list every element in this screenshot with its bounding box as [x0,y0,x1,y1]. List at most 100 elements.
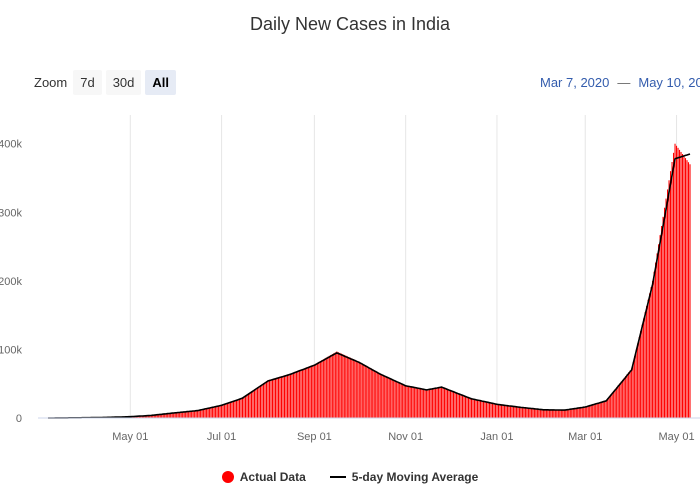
bar-376 [610,394,612,418]
y-tick-label-2: 200k [0,276,22,288]
bar-101 [198,410,200,418]
range-to-input[interactable]: May 10, 2021 [638,75,700,90]
bar-98 [194,410,196,418]
bar-170 [301,369,303,418]
bar-187 [327,356,329,418]
date-range: Mar 7, 2020 — May 10, 2021 [540,75,700,90]
bar-90 [182,411,184,418]
bar-351 [572,408,574,418]
bar-68 [149,415,151,418]
bar-357 [581,407,583,418]
zoom-control: Zoom 7d 30d All [34,70,180,95]
bar-86 [176,412,178,418]
bar-123 [231,401,233,418]
bar-182 [319,361,321,418]
bar-256 [430,389,432,418]
bar-259 [435,388,437,418]
bar-171 [303,368,305,418]
bar-74 [158,414,160,418]
bar-95 [189,411,191,418]
bar-243 [411,387,413,418]
bar-353 [575,408,577,418]
bar-399 [644,312,646,418]
bar-248 [418,388,420,418]
bar-210 [361,363,363,418]
bar-406 [655,262,657,418]
bar-232 [394,380,396,418]
bar-249 [420,389,422,418]
bar-247 [417,388,419,418]
bar-118 [224,403,226,418]
bar-222 [379,373,381,418]
bar-416 [669,171,672,418]
bar-130 [241,397,244,418]
zoom-all-button[interactable]: All [145,70,177,95]
bar-401 [647,299,649,418]
bar-228 [388,377,390,418]
bar-132 [244,395,247,418]
bar-380 [616,387,618,418]
zoom-7d-button[interactable]: 7d [73,70,102,95]
bar-148 [268,379,271,418]
bar-422 [678,149,681,418]
grid-lines [129,115,678,418]
bar-115 [219,405,221,418]
bar-60 [137,416,139,418]
bar-165 [294,371,296,418]
bar-231 [393,379,395,418]
bar-145 [264,382,266,418]
bar-71 [153,414,155,418]
bar-370 [601,401,603,418]
bar-221 [378,372,380,418]
bar-87 [177,412,179,418]
bar-373 [605,400,607,418]
zoom-label: Zoom [34,75,68,90]
range-from-input[interactable]: Mar 7, 2020 [540,75,610,90]
bar-313 [515,406,517,418]
bar-322 [529,408,531,418]
bar-142 [259,385,262,418]
bar-157 [282,375,284,418]
bar-189 [330,354,332,418]
bar-311 [512,406,514,418]
moving-average-line [48,153,691,419]
bar-274 [457,393,459,418]
x-axis: May 01 Jul 01 Sep 01 Nov 01 Jan 01 Mar 01 May … [38,417,700,443]
bar-314 [517,407,519,418]
zoom-30d-button[interactable]: 30d [105,70,142,95]
bar-419 [674,143,676,418]
bar-154 [277,377,280,418]
legend-item-actual[interactable]: Actual Data [221,470,306,484]
bar-405 [653,271,655,418]
bar-393 [635,349,637,418]
y-axis: 0 100k 200k 300k 400k [0,139,22,425]
bar-378 [613,390,615,418]
bar-356 [580,407,582,418]
bar-105 [204,408,206,418]
bar-372 [604,400,606,418]
legend-item-average[interactable]: 5-day Moving Average [329,470,478,484]
bar-382 [619,383,621,418]
bar-121 [228,402,230,418]
bar-253 [426,390,428,418]
bar-318 [523,407,525,418]
bar-317 [521,407,523,418]
bar-429 [689,164,691,418]
bar-219 [375,370,377,418]
bar-343 [560,410,562,418]
bar-392 [634,356,636,418]
x-tick-label-4: Jan 01 [480,431,513,443]
bar-307 [506,405,508,418]
bar-110 [212,407,214,418]
bar-70 [152,415,154,418]
bar-284 [472,399,474,418]
bar-175 [309,366,311,418]
bar-385 [623,377,625,418]
bar-212 [364,365,366,418]
bar-424 [681,154,684,418]
bar-330 [541,409,543,418]
bar-289 [479,400,482,418]
bar-89 [180,412,182,418]
bar-418 [672,152,675,418]
bar-75 [159,414,161,418]
